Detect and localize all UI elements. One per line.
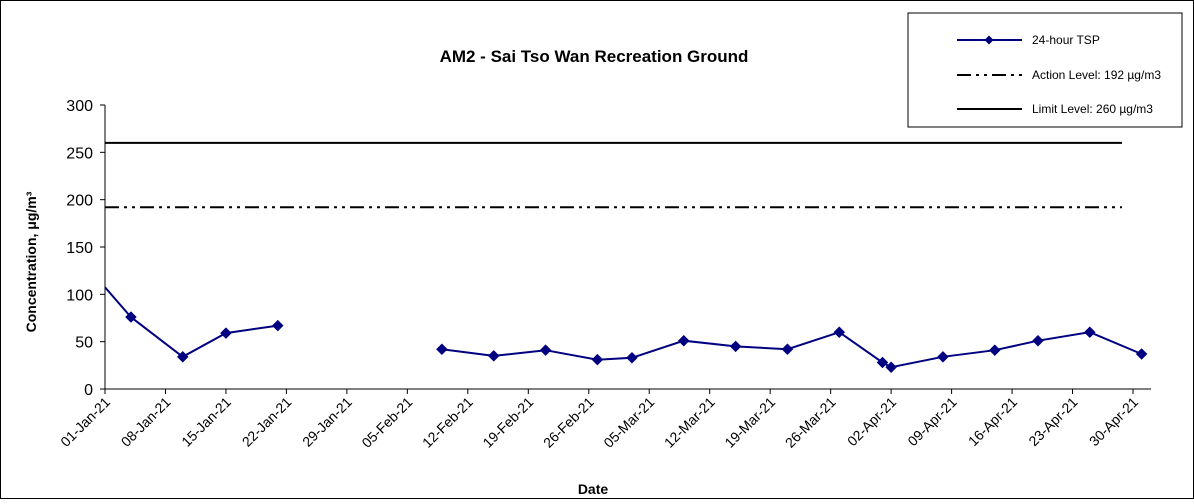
tsp-data-point (781, 343, 794, 356)
y-tick-label: 250 (66, 145, 93, 162)
tsp-data-point (876, 356, 889, 369)
tsp-series (105, 285, 1148, 374)
tsp-data-point (937, 350, 949, 363)
legend: 24-hour TSP Action Level: 192 µg/m3 Limit … (907, 12, 1183, 128)
legend-label: 24-hour TSP (1032, 33, 1100, 47)
tsp-line-segment (441, 331, 1142, 369)
legend-label: Action Level: 192 µg/m3 (1032, 68, 1161, 82)
tsp-data-point (988, 344, 1001, 357)
x-axis-title: Date (578, 481, 609, 497)
tsp-data-point (833, 326, 846, 339)
y-tick-label: 100 (66, 287, 93, 304)
tsp-data-point (1135, 348, 1148, 360)
legend-marker-diamond (984, 35, 994, 45)
y-tick-label: 200 (66, 193, 93, 210)
tsp-data-point (539, 344, 552, 357)
y-tick-label: 150 (66, 240, 93, 257)
tsp-data-point (220, 327, 232, 340)
tsp-data-point (729, 340, 742, 353)
tsp-data-point (1083, 326, 1096, 339)
legend-label: Limit Level: 260 µg/m3 (1032, 102, 1153, 116)
tsp-data-point (1032, 334, 1044, 347)
tsp-data-point (626, 351, 638, 364)
y-tick-label: 0 (84, 382, 93, 399)
tsp-data-point (487, 350, 500, 362)
y-tick-label: 300 (66, 98, 93, 115)
tsp-data-point (677, 334, 690, 347)
y-tick-label: 50 (75, 335, 93, 352)
chart-title: AM2 - Sai Tso Wan Recreation Ground (440, 47, 749, 66)
tsp-data-point (271, 319, 284, 332)
tsp-data-point (885, 361, 897, 374)
tsp-data-point (176, 350, 189, 363)
tsp-data-point (436, 343, 448, 356)
legend-box (907, 12, 1183, 128)
y-axis-title: Concentration, μg/m³ (23, 191, 39, 332)
tsp-data-point (591, 353, 604, 366)
tsp-data-point (125, 311, 137, 323)
